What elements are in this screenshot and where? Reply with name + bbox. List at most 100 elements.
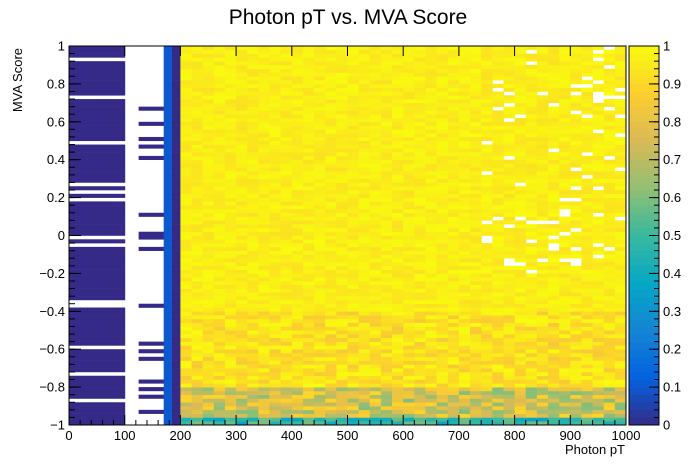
heatmap-cell: [548, 390, 560, 395]
heatmap-cell: [202, 197, 215, 202]
heatmap-cell: [202, 341, 215, 346]
heatmap-cell: [358, 390, 371, 395]
heatmap-cell: [536, 186, 549, 191]
heatmap-cell: [403, 231, 415, 236]
heatmap-cell: [236, 118, 248, 123]
heatmap-cell: [269, 133, 282, 138]
heatmap-cell: [291, 148, 304, 153]
heatmap-cell: [291, 330, 304, 335]
heatmap-cell: [581, 235, 594, 240]
heatmap-cell: [481, 163, 493, 168]
heatmap-cell: [191, 152, 204, 157]
heatmap-cell: [369, 239, 382, 244]
x-tick-label: 1000: [612, 428, 641, 443]
heatmap-cell: [614, 334, 627, 339]
heatmap-cell: [570, 235, 582, 240]
heatmap-cell: [525, 68, 538, 73]
heatmap-cell: [470, 68, 482, 73]
heatmap-cell: [180, 178, 193, 183]
heatmap-cell: [280, 186, 293, 191]
heatmap-cell: [247, 345, 259, 350]
heatmap-cell: [425, 197, 438, 202]
heatmap-cell: [559, 303, 571, 308]
heatmap-cell: [392, 402, 404, 407]
heatmap-cell: [559, 190, 571, 195]
heatmap-cell: [380, 239, 393, 244]
heatmap-cell: [291, 133, 304, 138]
heatmap-cell: [172, 409, 181, 414]
heatmap-cell: [202, 72, 215, 77]
heatmap-cell: [336, 64, 348, 70]
heatmap-cell: [525, 413, 538, 418]
heatmap-cell: [347, 99, 360, 104]
heatmap-cell: [425, 269, 438, 274]
heatmap-cell: [548, 205, 560, 210]
heatmap-cell: [347, 57, 360, 62]
heatmap-cell: [425, 360, 438, 365]
heatmap-cell: [403, 91, 415, 96]
heatmap-cell: [581, 239, 594, 244]
heatmap-cell: [525, 371, 538, 377]
heatmap-cell: [172, 64, 181, 70]
heatmap-cell: [163, 409, 173, 414]
heatmap-cell: [525, 110, 538, 115]
heatmap-cell: [236, 212, 248, 217]
heatmap-cell: [138, 136, 165, 142]
heatmap-cell: [236, 269, 248, 274]
heatmap-cell: [548, 61, 560, 66]
heatmap-cell: [236, 159, 248, 164]
heatmap-cell: [325, 136, 337, 142]
heatmap-cell: [548, 322, 560, 327]
heatmap-cell: [470, 273, 482, 278]
heatmap-cell: [414, 277, 426, 282]
heatmap-cell: [369, 262, 382, 267]
x-tick-label: 900: [559, 428, 581, 443]
heatmap-cell: [336, 208, 348, 214]
heatmap-cell: [614, 174, 627, 179]
heatmap-cell: [514, 163, 527, 168]
heatmap-cell: [503, 254, 516, 259]
heatmap-cell: [536, 87, 549, 92]
heatmap-cell: [236, 64, 248, 70]
heatmap-cell: [380, 68, 393, 73]
heatmap-cell: [414, 356, 426, 361]
heatmap-cell: [536, 136, 549, 142]
heatmap-cell: [163, 273, 173, 278]
heatmap-cell: [414, 61, 426, 66]
heatmap-cell: [180, 379, 193, 384]
heatmap-cell: [536, 337, 549, 342]
heatmap-cell: [392, 133, 404, 138]
heatmap-cell: [280, 413, 293, 418]
heatmap-cell: [191, 205, 204, 210]
heatmap-cell: [458, 379, 471, 384]
heatmap-cell: [425, 83, 438, 88]
heatmap-cell: [369, 114, 382, 119]
heatmap-cell: [280, 284, 293, 289]
heatmap-cell: [614, 258, 627, 263]
heatmap-cell: [458, 102, 471, 107]
heatmap-cell: [458, 235, 471, 240]
heatmap-cell: [213, 46, 226, 51]
heatmap-cell: [202, 114, 215, 119]
color-scale-cell: [629, 114, 659, 123]
heatmap-cell: [503, 337, 516, 342]
heatmap-cell: [492, 288, 504, 293]
heatmap-cell: [247, 326, 259, 331]
heatmap-cell: [302, 387, 315, 392]
heatmap-cell: [202, 311, 215, 316]
heatmap-cell: [548, 193, 560, 198]
heatmap-cell: [559, 375, 571, 380]
heatmap-cell: [525, 258, 538, 263]
heatmap-cell: [213, 182, 226, 187]
heatmap-cell: [403, 243, 415, 248]
heatmap-cell: [191, 280, 204, 286]
heatmap-cell: [570, 212, 582, 217]
heatmap-cell: [224, 284, 237, 289]
y-tick-label: 0.8: [47, 76, 65, 91]
heatmap-cell: [425, 159, 438, 164]
heatmap-cell: [514, 220, 527, 225]
heatmap-cell: [163, 349, 173, 354]
heatmap-cell: [570, 152, 582, 157]
heatmap-cell: [302, 121, 315, 126]
heatmap-cell: [163, 303, 173, 308]
